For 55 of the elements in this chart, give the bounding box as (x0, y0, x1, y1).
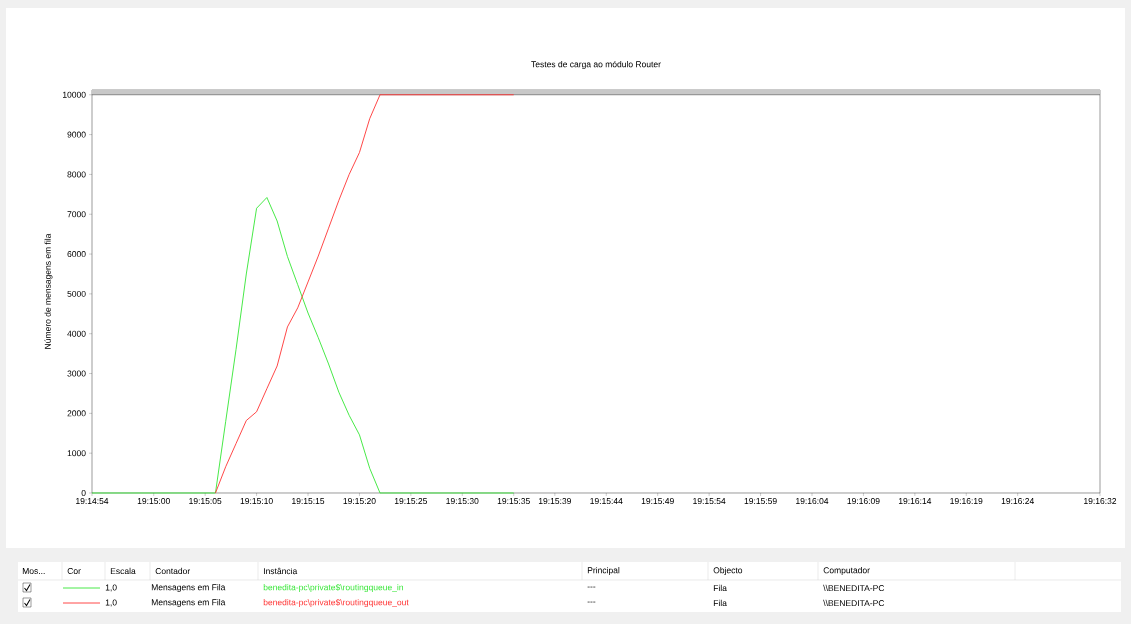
y-axis-title: Número de mensagens em fila (44, 233, 53, 349)
x-tick-label: 19:15:49 (641, 498, 674, 505)
x-tick-label: 19:16:09 (847, 498, 880, 505)
x-tick-label: 19:16:32 (1084, 498, 1117, 505)
x-tick-label: 19:15:54 (693, 498, 726, 505)
text: Objecto (713, 567, 743, 575)
line-series (91, 197, 515, 494)
text: 1,0 (105, 584, 117, 592)
x-tick-label: 19:15:30 (446, 498, 479, 505)
y-tick-label: 3000 (67, 370, 86, 377)
text: Mensagens em Fila (151, 584, 226, 592)
y-tick-label: 8000 (67, 171, 86, 178)
text: Mensagens em Fila (151, 599, 226, 607)
x-tick-label: 19:15:20 (343, 498, 376, 505)
x-tick-label: 19:15:15 (292, 498, 325, 505)
x-tick-label: 19:16:14 (898, 498, 932, 505)
text: benedita-pc\private$\routingqueue_out (263, 598, 409, 608)
chart-title: Testes de carga ao módulo Router (531, 60, 661, 69)
x-tick-label: 19:15:35 (497, 498, 530, 505)
y-tick-label: 7000 (67, 211, 86, 218)
y-tick-label: 2000 (67, 410, 86, 417)
text: 1,0 (105, 599, 117, 607)
text: Mos... (22, 568, 45, 574)
x-tick-label: 19:16:19 (950, 498, 983, 505)
x-tick-label: 19:15:25 (394, 498, 428, 505)
text: benedita-pc\private$\routingqueue_in (263, 583, 403, 593)
text: Escala (110, 567, 136, 575)
text: Computador (823, 567, 870, 575)
x-tick-label: 19:15:44 (590, 498, 623, 505)
x-tick-label: 19:16:24 (1001, 498, 1034, 505)
text: --- (587, 586, 596, 588)
x-tick-label: 19:15:05 (189, 498, 222, 505)
y-tick-label: 4000 (67, 330, 86, 337)
text: Fila (713, 599, 727, 607)
text: Fila (713, 584, 727, 592)
x-tick-label: 19:15:10 (240, 498, 273, 505)
text: \\BENEDITA-PC (823, 599, 885, 607)
x-tick-label: 19:15:00 (137, 498, 170, 505)
x-tick-label: 19:15:39 (538, 498, 571, 505)
x-tick-label: 19:15:59 (744, 498, 777, 505)
line-series (215, 94, 515, 494)
y-tick-label: 9000 (67, 131, 86, 138)
text: Principal (587, 567, 620, 575)
y-tick-label: 6000 (67, 251, 86, 258)
x-tick-label: 19:16:04 (796, 498, 829, 505)
y-tick-label: 10000 (62, 91, 86, 98)
text: \\BENEDITA-PC (823, 584, 885, 592)
y-tick-label: 5000 (67, 290, 86, 297)
y-tick-label: 0 (81, 490, 86, 496)
text: Instância (263, 567, 298, 575)
text: Cor (67, 568, 81, 574)
text: --- (587, 601, 596, 603)
text: Contador (155, 567, 191, 575)
x-tick-label: 19:14:54 (76, 498, 109, 505)
y-tick-label: 1000 (67, 450, 86, 457)
